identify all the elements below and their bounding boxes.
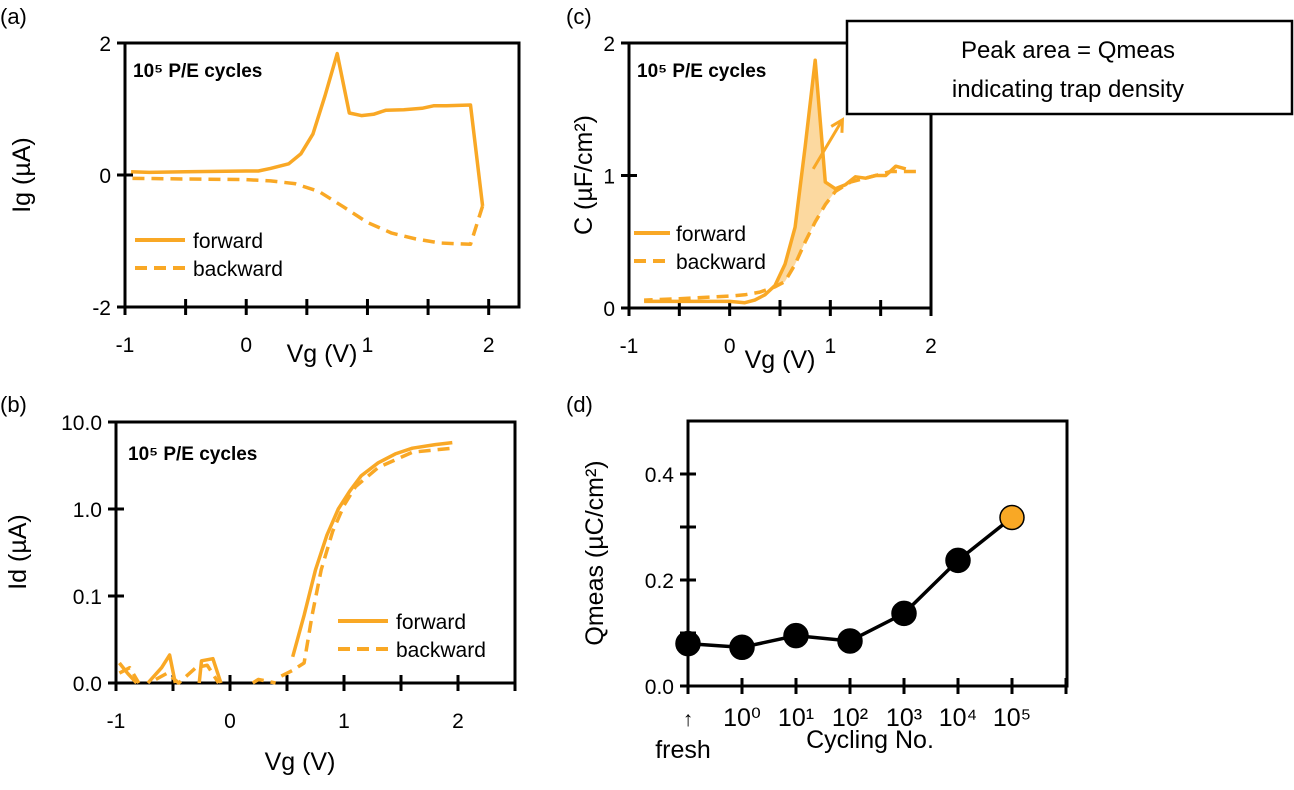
y-tick-label: 0.0 [73, 673, 102, 696]
annotation-box [845, 19, 1294, 116]
x-tick-label: 10⁴ [939, 704, 978, 732]
series-backward-line [118, 665, 141, 684]
x-axis-label: Cycling No. [806, 726, 934, 754]
y-tick-label: 2 [99, 33, 111, 56]
y-tick-label: 0 [99, 165, 111, 188]
series-backward-line [251, 677, 276, 685]
series-forward-line [118, 661, 138, 685]
data-point [999, 504, 1025, 531]
y-tick-label: 0 [603, 298, 615, 321]
x-tick-label: 1 [824, 335, 836, 358]
y-tick-label: 0.4 [645, 464, 675, 487]
legend-backward-label: backward [193, 258, 283, 281]
y-tick-label: 1 [603, 166, 615, 189]
x-tick-label: 0 [224, 710, 236, 733]
x-tick-label: 0 [240, 334, 252, 357]
x-tick-label: -1 [107, 710, 126, 733]
x-tick-label: -1 [116, 334, 135, 357]
cycles-note: 10⁵ P/E cycles [133, 61, 262, 82]
plot-frame [686, 419, 1069, 688]
y-axis-label: Ig (µA) [8, 137, 36, 213]
panel-label: (c) [566, 4, 592, 29]
fresh-arrow-icon: ↑ [683, 708, 694, 731]
x-axis-label: Vg (V) [265, 748, 336, 776]
cycles-note: 10⁵ P/E cycles [128, 444, 257, 465]
x-tick-label: 0 [724, 335, 736, 358]
data-point [783, 622, 809, 649]
data-point [729, 634, 755, 661]
x-tick-label: 2 [483, 334, 495, 357]
series-forward-line [197, 656, 223, 684]
x-tick-label: 1 [338, 710, 350, 733]
y-tick-label: 0.0 [645, 676, 674, 699]
legend-forward-label: forward [676, 223, 746, 246]
x-tick-label: 2 [925, 335, 937, 358]
annotation-text-line1: Peak area = Qmeas [961, 37, 1175, 64]
y-tick-label: 2 [603, 33, 615, 56]
series-backward-line [644, 169, 916, 302]
series-backward-line [155, 663, 221, 685]
y-axis-label: Qmeas (µC/cm²) [581, 460, 609, 645]
y-axis-label: C (µF/cm²) [570, 115, 598, 235]
peak-area [775, 60, 836, 287]
x-tick-label: 10⁰ [723, 704, 761, 732]
y-tick-label: 0.2 [645, 570, 674, 593]
annotation-arrow-icon [811, 119, 844, 170]
panel-label: (a) [0, 4, 27, 29]
legend-backward-label: backward [396, 639, 486, 662]
cycles-note: 10⁵ P/E cycles [637, 61, 766, 82]
panel-label: (d) [566, 392, 593, 417]
x-tick-label: 2 [452, 710, 464, 733]
x-tick-label: -1 [620, 335, 639, 358]
x-axis-label: Vg (V) [287, 340, 358, 368]
data-point [675, 630, 701, 657]
plot-frame [114, 420, 517, 685]
x-axis-label: Vg (V) [745, 346, 816, 374]
legend-backward-label: backward [676, 251, 766, 274]
x-tick-label: 10⁵ [993, 704, 1031, 732]
y-tick-label: -2 [92, 297, 111, 320]
x-tick-label: 1 [362, 334, 374, 357]
data-point [945, 547, 971, 574]
annotation-text-line2: indicating trap density [952, 76, 1184, 103]
series-backward-line [131, 176, 485, 247]
series-backward-line [280, 446, 453, 678]
x-tick-label: fresh [655, 736, 711, 764]
x-tick-label: 10¹ [778, 704, 814, 732]
data-point [891, 600, 917, 627]
x-tick-label: 10² [832, 704, 868, 732]
y-tick-label: 0.1 [73, 586, 102, 609]
legend-forward-label: forward [193, 230, 263, 253]
panel-label: (b) [0, 392, 27, 417]
series-line [687, 516, 1014, 650]
y-tick-label: 10.0 [61, 412, 102, 435]
data-point [837, 628, 863, 654]
series-forward-line [146, 653, 178, 685]
y-axis-label: Id (µA) [4, 514, 32, 590]
series-forward-line [291, 440, 453, 658]
y-tick-label: 1.0 [73, 499, 102, 522]
annotation-arrowhead-icon [830, 117, 845, 133]
series-forward-line [131, 51, 485, 207]
legend-forward-label: forward [396, 611, 466, 634]
x-tick-label: 10³ [886, 704, 922, 732]
